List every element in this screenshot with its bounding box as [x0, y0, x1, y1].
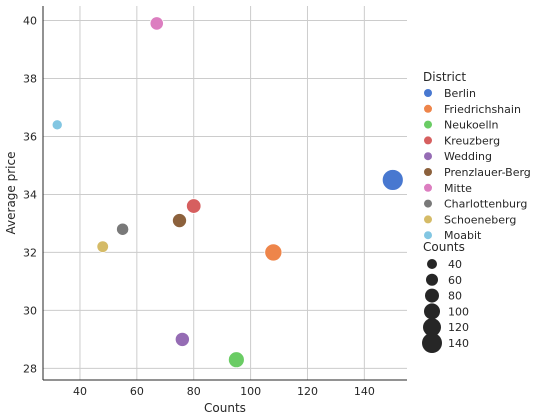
x-tick-label: 120 [297, 385, 318, 398]
point-neukoelln [228, 352, 244, 368]
legend-marker-charlottenburg [424, 200, 432, 208]
size-legend-marker [422, 333, 442, 353]
legend-marker-friedrichshain [424, 105, 432, 113]
legend-label-charlottenburg: Charlottenburg [444, 198, 527, 211]
y-tick-label: 40 [23, 14, 37, 27]
x-tick-label: 60 [130, 385, 144, 398]
grid [43, 6, 407, 380]
legend-marker-mitte [424, 184, 432, 192]
legend-title-counts: Counts [423, 240, 465, 254]
point-prenzlauer-berg [172, 213, 186, 227]
legend-marker-wedding [424, 152, 432, 160]
legend: District Berlin Friedrichshain Neukoelln Kr… [422, 70, 531, 353]
y-tick-label: 38 [23, 72, 37, 85]
legend-marker-moabit [424, 231, 432, 239]
legend-marker-neukoelln [424, 121, 432, 129]
y-tick-label: 34 [23, 188, 37, 201]
size-legend-marker [426, 274, 438, 286]
legend-district-items: Berlin Friedrichshain Neukoelln Kreuzberg We… [424, 87, 531, 242]
x-tick-label: 40 [73, 385, 87, 398]
legend-marker-kreuzberg [424, 136, 432, 144]
legend-marker-berlin [424, 89, 432, 97]
legend-marker-schoeneberg [424, 215, 432, 223]
point-moabit [52, 120, 62, 130]
x-tick-label: 140 [354, 385, 375, 398]
size-legend-label: 40 [448, 258, 462, 271]
x-tick-label: 80 [187, 385, 201, 398]
y-tick-label: 36 [23, 130, 37, 143]
size-legend-marker [427, 259, 437, 269]
axes-spines [43, 6, 407, 380]
point-friedrichshain [265, 244, 282, 261]
legend-label-wedding: Wedding [444, 150, 492, 163]
legend-label-mitte: Mitte [444, 182, 472, 195]
legend-label-neukoelln: Neukoelln [444, 119, 499, 132]
legend-label-kreuzberg: Kreuzberg [444, 134, 500, 147]
size-legend-label: 120 [448, 321, 469, 334]
size-legend-marker [424, 303, 440, 319]
size-legend-label: 140 [448, 337, 469, 350]
size-legend-label: 60 [448, 274, 462, 287]
legend-size-items: 40 60 80 100 120 140 [422, 258, 469, 353]
size-legend-label: 100 [448, 305, 469, 318]
legend-label-berlin: Berlin [444, 87, 476, 100]
point-schoeneberg [97, 241, 109, 253]
size-legend-marker [425, 289, 439, 303]
size-legend-label: 80 [448, 290, 462, 303]
y-tick-label: 28 [23, 362, 37, 375]
point-berlin [382, 169, 403, 190]
y-tick-label: 30 [23, 304, 37, 317]
point-charlottenburg [116, 223, 128, 235]
x-axis-label: Counts [204, 401, 246, 415]
y-axis-label: Average price [4, 152, 18, 235]
point-kreuzberg [186, 199, 201, 214]
x-tick-label: 100 [240, 385, 261, 398]
legend-label-prenzlauer-berg: Prenzlauer-Berg [444, 166, 531, 179]
legend-marker-prenzlauer-berg [424, 168, 432, 176]
legend-title-district: District [423, 70, 466, 84]
legend-label-schoeneberg: Schoeneberg [444, 213, 516, 226]
y-tick-label: 32 [23, 246, 37, 259]
point-mitte [150, 17, 163, 30]
point-wedding [175, 332, 189, 346]
legend-label-friedrichshain: Friedrichshain [444, 103, 521, 116]
data-points [52, 17, 403, 368]
